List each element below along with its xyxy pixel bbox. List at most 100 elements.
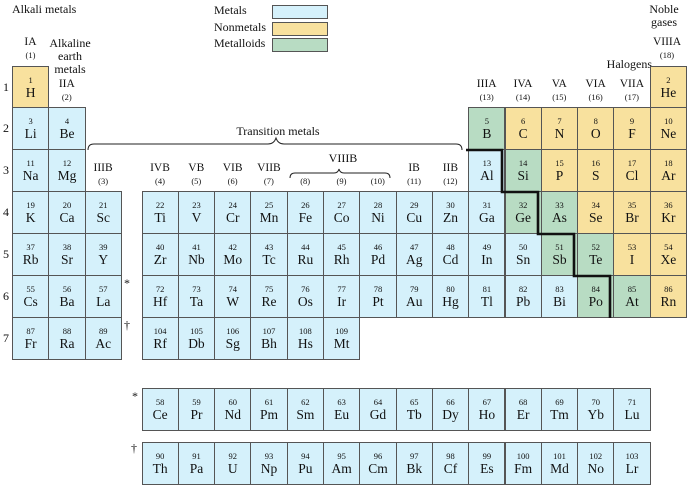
atomic-number: 88 [62, 325, 72, 336]
group-label-16: VIA (16) [578, 78, 614, 103]
atomic-number: 4 [64, 116, 70, 127]
legend-swatch-metal [272, 5, 328, 19]
element-symbol: Ba [59, 294, 75, 309]
element-cell-mt: 109 Mt [323, 316, 361, 360]
period-label-4: 4 [3, 205, 9, 220]
element-symbol: Bh [261, 335, 277, 351]
element-cell-hg: 80 Hg [431, 275, 470, 318]
element-symbol: Ac [95, 335, 112, 351]
element-symbol: Rh [333, 252, 350, 268]
atomic-number: 89 [98, 325, 108, 336]
atomic-number: 47 [409, 242, 419, 253]
element-symbol: Lu [624, 407, 640, 422]
atomic-number: 43 [264, 242, 274, 253]
group-label-14: IVA (14) [505, 78, 541, 103]
element-symbol: La [96, 294, 111, 309]
element-symbol: Ta [189, 294, 204, 309]
element-cell-am: 95 Am [323, 442, 361, 485]
element-cell-fm: 100 Fm [504, 442, 542, 485]
element-cell-es: 99 Es [468, 442, 506, 485]
group-label-12: IIB (12) [432, 162, 468, 187]
atomic-number: 29 [409, 200, 419, 211]
group-number: (8) [300, 176, 311, 186]
group-roman: IIIA [476, 78, 497, 90]
atomic-number: 21 [98, 200, 108, 211]
atomic-number: 1 [28, 74, 33, 85]
group-number: (17) [624, 92, 639, 102]
atomic-number: 34 [591, 200, 600, 211]
atomic-number: 37 [26, 242, 35, 253]
atomic-number: 101 [553, 451, 566, 461]
element-symbol: B [482, 126, 492, 142]
group-roman: VIB [222, 162, 243, 174]
element-symbol: Fm [514, 461, 533, 476]
element-symbol: I [629, 252, 635, 268]
element-cell-cr: 24 Cr [214, 191, 252, 235]
atomic-number: 96 [373, 451, 383, 461]
element-symbol: Ho [478, 407, 496, 422]
atomic-number: 75 [264, 284, 274, 294]
element-symbol: Tb [406, 407, 422, 422]
group-number: (4) [155, 176, 165, 186]
atomic-number: 99 [482, 451, 492, 461]
group-label-11: IB (11) [396, 162, 432, 187]
element-cell-sm: 62 Sm [286, 388, 324, 431]
element-symbol: Ne [660, 126, 677, 142]
atomic-number: 46 [373, 242, 383, 253]
element-cell-sn: 50 Sn [504, 233, 542, 276]
atomic-number: 74 [228, 284, 237, 294]
legend-swatch-metalloid [272, 38, 328, 52]
atomic-number: 83 [555, 284, 564, 294]
atomic-number: 35 [627, 200, 637, 211]
element-symbol: Gd [369, 407, 387, 422]
atomic-number: 104 [153, 325, 167, 336]
atomic-number: 18 [664, 158, 673, 169]
period-label-7: 7 [3, 330, 9, 345]
element-cell-pm: 61 Pm [250, 388, 288, 431]
element-cell-rn: 86 Rn [649, 275, 687, 318]
element-cell-he: 2 He [649, 65, 687, 109]
element-symbol: Mg [57, 168, 77, 184]
element-cell-lr: 103 Lr [613, 442, 651, 485]
atomic-number: 94 [301, 451, 310, 461]
period-label-3: 3 [3, 163, 9, 178]
element-symbol: V [191, 210, 202, 226]
element-symbol: Na [22, 168, 39, 184]
element-symbol: Db [188, 335, 205, 351]
element-symbol: N [554, 126, 565, 142]
atomic-number: 102 [589, 451, 603, 461]
group-roman: IB [408, 162, 420, 174]
group-roman: VB [188, 162, 205, 174]
atomic-number: 48 [446, 242, 455, 253]
group-number: (18) [659, 50, 675, 60]
group-number: (13) [479, 92, 494, 102]
element-cell-lu: 71 Lu [613, 388, 651, 431]
group-number: (14) [515, 92, 531, 102]
atomic-number: 15 [555, 158, 564, 169]
group-roman: VIIIA [652, 36, 682, 48]
element-cell-cl: 17 Cl [613, 149, 651, 193]
element-symbol: In [481, 252, 493, 268]
element-cell-tm: 69 Tm [540, 388, 579, 431]
atomic-number: 41 [192, 242, 201, 253]
atomic-number: 23 [192, 200, 201, 211]
group-label-10: (10) [360, 162, 396, 187]
atomic-number: 42 [228, 242, 237, 253]
atomic-number: 91 [192, 451, 201, 461]
atomic-number: 72 [155, 284, 165, 294]
element-symbol: Mn [259, 210, 279, 226]
element-symbol: Fr [24, 335, 37, 351]
element-symbol: Th [152, 461, 168, 476]
element-symbol: Hs [297, 335, 313, 351]
atomic-number: 2 [666, 74, 671, 85]
group-label-15: VA (15) [541, 78, 577, 103]
element-cell-md: 101 Md [540, 442, 579, 485]
atomic-number: 19 [26, 200, 35, 211]
element-symbol: Rf [153, 335, 167, 351]
element-cell-cm: 96 Cm [359, 442, 397, 485]
element-cell-pd: 46 Pd [359, 233, 397, 276]
group-number: (2) [61, 92, 72, 102]
element-symbol: Sc [96, 210, 110, 226]
element-cell-la: 57 La [84, 275, 122, 318]
element-cell-re: 75 Re [250, 275, 288, 318]
